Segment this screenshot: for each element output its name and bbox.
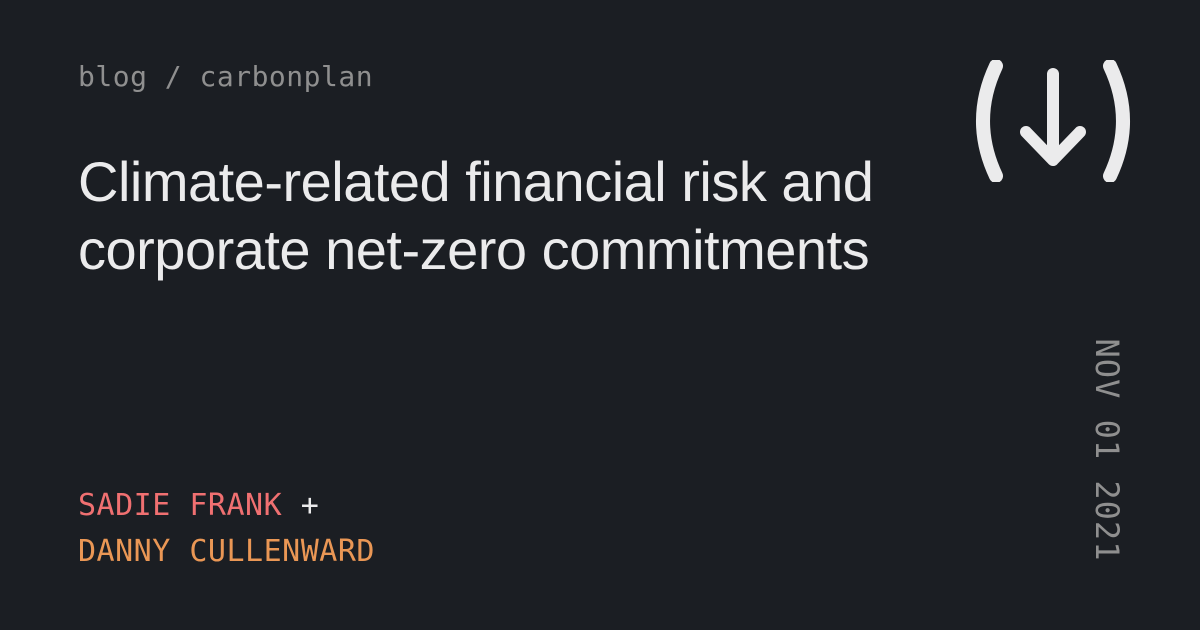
date-container: NOV 01 2021 [1082,330,1132,570]
breadcrumb[interactable]: blog / carbonplan [78,60,374,93]
author-line-first: SADIE FRANK + [78,483,375,529]
author-name[interactable]: DANNY CULLENWARD [78,534,375,569]
post-date: NOV 01 2021 [1088,338,1126,562]
author-joiner: + [300,488,320,523]
author-list: SADIE FRANK + DANNY CULLENWARD [78,483,375,575]
post-title: Climate-related financial risk and corpo… [78,150,874,281]
author-name[interactable]: SADIE FRANK [78,488,283,523]
carbonplan-logo-arrow-down-icon [976,60,1130,182]
